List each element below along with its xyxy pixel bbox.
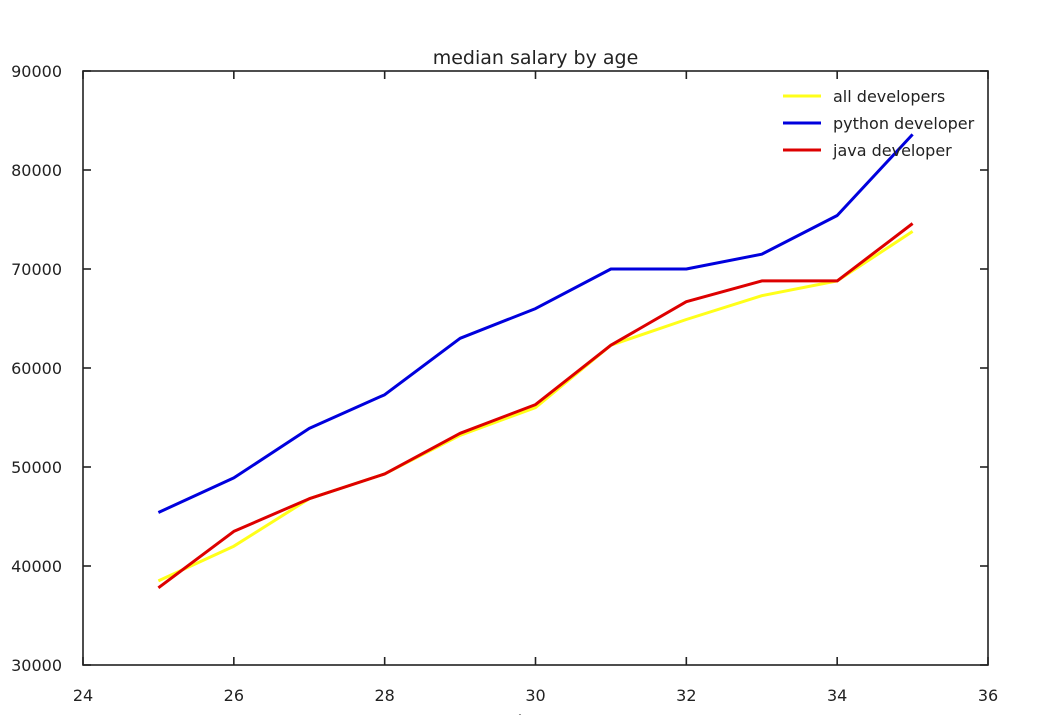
legend: all developers python developer java devel…	[783, 87, 975, 160]
x-tick-label: 28	[374, 686, 394, 705]
x-axis: 24 26 28 30 32 34 36	[73, 71, 998, 705]
y-tick-label: 60000	[11, 359, 62, 378]
series-java-developer	[157, 222, 914, 590]
y-tick-label: 90000	[11, 62, 62, 81]
x-tick-label: 30	[525, 686, 545, 705]
x-tick-label: 26	[224, 686, 244, 705]
series-python-developer	[157, 133, 914, 514]
series-line-java-developer	[157, 222, 914, 590]
plot-area	[82, 70, 989, 666]
y-tick-label: 80000	[11, 161, 62, 180]
x-tick-label: 34	[827, 686, 847, 705]
y-axis: 30000 40000 50000 60000 70000 80000 90000	[11, 62, 988, 675]
chart-title: median salary by age	[433, 47, 639, 69]
y-tick-label: 70000	[11, 260, 62, 279]
series-lines	[157, 133, 914, 590]
y-tick-label: 30000	[11, 656, 62, 675]
x-axis-label: A	[515, 711, 526, 715]
y-tick-label: 40000	[11, 557, 62, 576]
x-tick-label: 36	[978, 686, 998, 705]
legend-label: all developers	[833, 87, 945, 106]
x-tick-label: 24	[73, 686, 93, 705]
y-tick-label: 50000	[11, 458, 62, 477]
legend-label: python developer	[833, 114, 975, 133]
x-tick-label: 32	[676, 686, 696, 705]
legend-label: java developer	[832, 141, 952, 160]
